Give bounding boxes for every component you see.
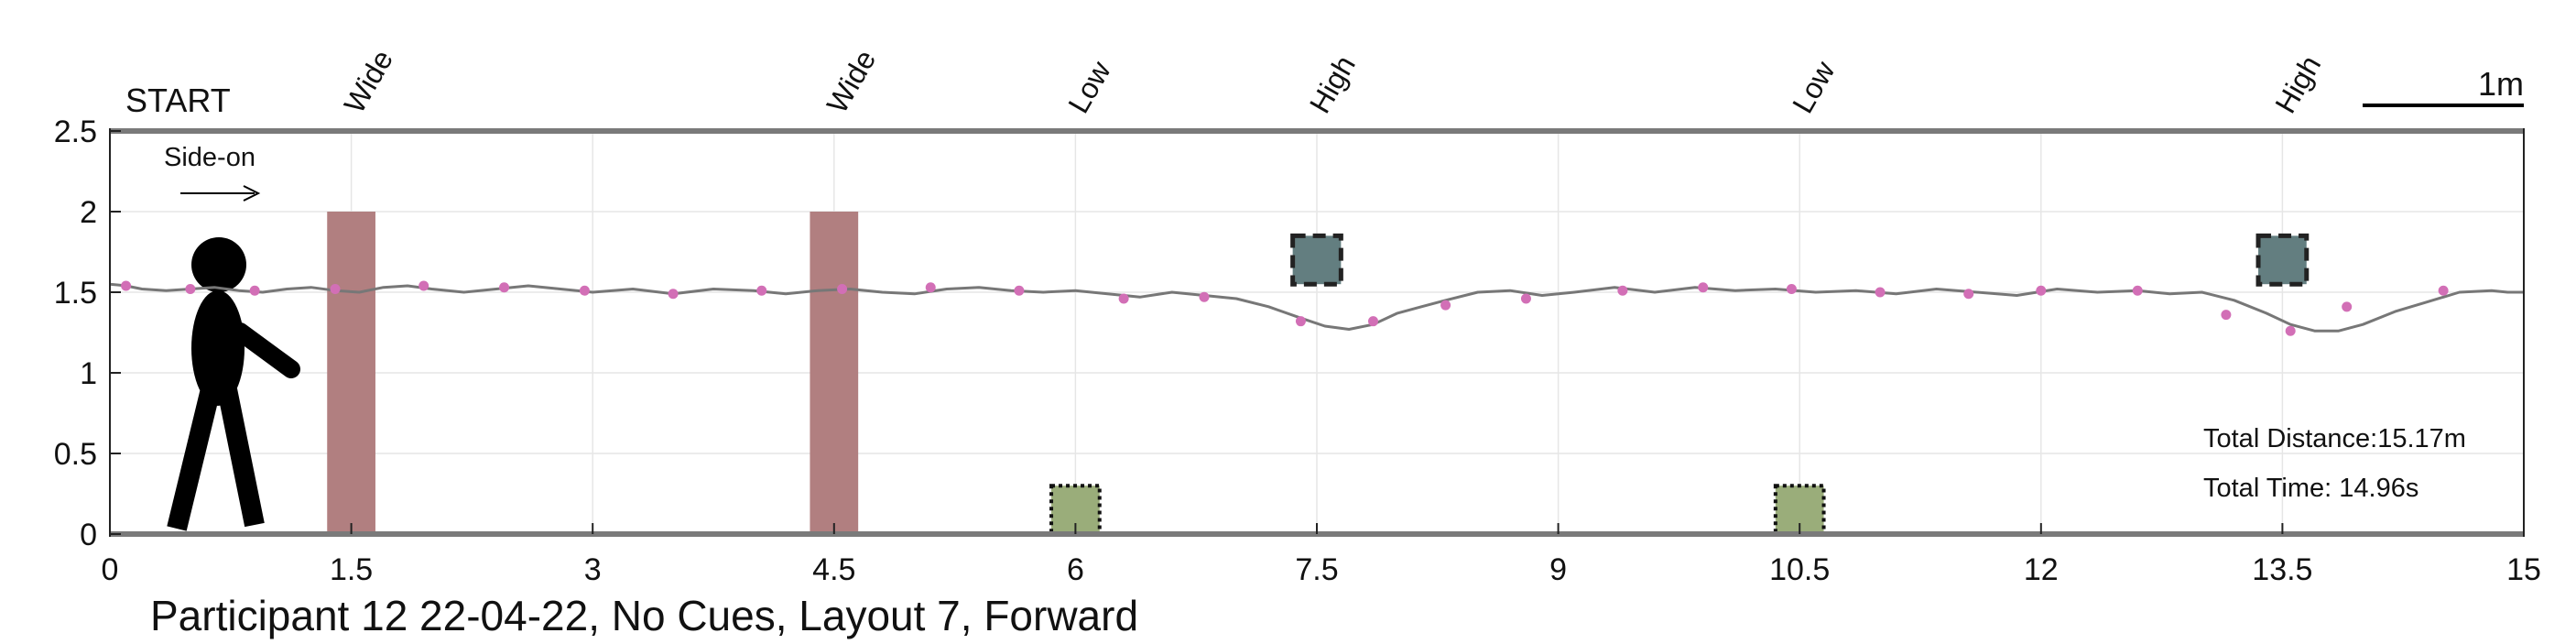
trajectory-point	[330, 283, 341, 294]
trajectory-point	[2285, 325, 2296, 336]
trajectory-point	[1786, 283, 1797, 294]
x-tick-label: 12	[2024, 552, 2059, 587]
obstacle-wide-1	[327, 212, 375, 534]
x-tick-label: 6	[1067, 552, 1084, 587]
x-tick-label: 7.5	[1295, 552, 1338, 587]
trajectory-point	[1698, 282, 1709, 293]
start-label: START	[125, 82, 231, 119]
x-tick-label: 1.5	[330, 552, 373, 587]
trajectory-point	[2132, 285, 2143, 296]
trajectory-point	[2221, 310, 2232, 321]
trajectory-point	[1295, 316, 1306, 327]
obstacle-label-4: High	[1303, 50, 1362, 119]
walker-figure-icon	[167, 237, 300, 531]
view-label: Side-on	[164, 143, 255, 172]
trajectory-point	[1199, 291, 1210, 302]
grid-lines	[109, 130, 2525, 535]
trajectory-point	[1014, 285, 1025, 296]
x-tick-label: 3	[584, 552, 602, 587]
trajectory-layer	[109, 280, 2524, 336]
obstacle-label-2: Wide	[821, 44, 883, 118]
x-tick-label: 0	[102, 552, 119, 587]
y-tick-label: 2.5	[54, 115, 97, 149]
tick-labels: 0 1.5 3 4.5 6 7.5 9 10.5 12 13.5 15 0 0.5 1 1.5 2 2.5	[54, 115, 2541, 587]
obstacle-label-6: High	[2268, 50, 2327, 119]
total-time: Total Time: 14.96s	[2203, 474, 2418, 503]
x-tick-label: 9	[1549, 552, 1567, 587]
arrow-right-icon	[243, 185, 261, 202]
obstacle-label-5: Low	[1786, 55, 1842, 119]
trajectory-point	[2342, 301, 2353, 312]
trajectory-point	[499, 282, 510, 293]
trajectory-point	[418, 280, 429, 291]
trajectory-point	[1875, 287, 1886, 298]
trajectory-point	[249, 285, 260, 296]
trajectory-point	[668, 289, 679, 300]
obstacle-label-3: Low	[1061, 55, 1117, 119]
trajectory-point	[121, 280, 132, 291]
total-distance: Total Distance:15.17m	[2203, 424, 2466, 453]
scale-bar: 1m	[2363, 65, 2524, 107]
trajectory-point	[185, 283, 196, 294]
trajectory-point	[1118, 293, 1129, 304]
trajectory-point	[579, 285, 590, 296]
trajectory-line-1	[109, 282, 2524, 333]
trajectory-point	[1617, 285, 1628, 296]
obstacle-high-6	[2255, 233, 2310, 287]
trajectory-point	[2438, 285, 2449, 296]
obstacle-labels: Wide Wide Low High Low High	[337, 44, 2327, 118]
trajectory-point	[1520, 293, 1531, 304]
obstacles-layer	[327, 212, 2310, 537]
view-indicator: Side-on	[164, 143, 261, 202]
trajectory-point	[2036, 285, 2047, 296]
y-tick-label: 1	[80, 356, 97, 391]
trajectory-point	[1440, 300, 1451, 311]
y-tick-label: 1.5	[54, 276, 97, 311]
trajectory-point	[756, 285, 767, 296]
scale-bar-label: 1m	[2478, 65, 2524, 103]
y-tick-label: 0	[80, 518, 97, 552]
x-tick-label: 4.5	[812, 552, 855, 587]
obstacle-high-4	[1290, 233, 1343, 287]
trajectory-point	[837, 283, 848, 294]
trajectory-point	[925, 282, 936, 293]
y-tick-label: 2	[80, 195, 97, 230]
x-tick-label: 15	[2506, 552, 2541, 587]
chart-title: Participant 12 22-04-22, No Cues, Layout…	[150, 592, 1138, 639]
obstacle-label-1: Wide	[337, 44, 399, 118]
x-tick-label: 10.5	[1769, 552, 1830, 587]
axes-layer	[109, 128, 2525, 537]
y-tick-label: 0.5	[54, 437, 97, 472]
trajectory-point	[1963, 289, 1974, 300]
obstacle-wide-2	[810, 212, 859, 534]
trajectory-point	[1368, 316, 1379, 327]
x-tick-label: 13.5	[2252, 552, 2312, 587]
